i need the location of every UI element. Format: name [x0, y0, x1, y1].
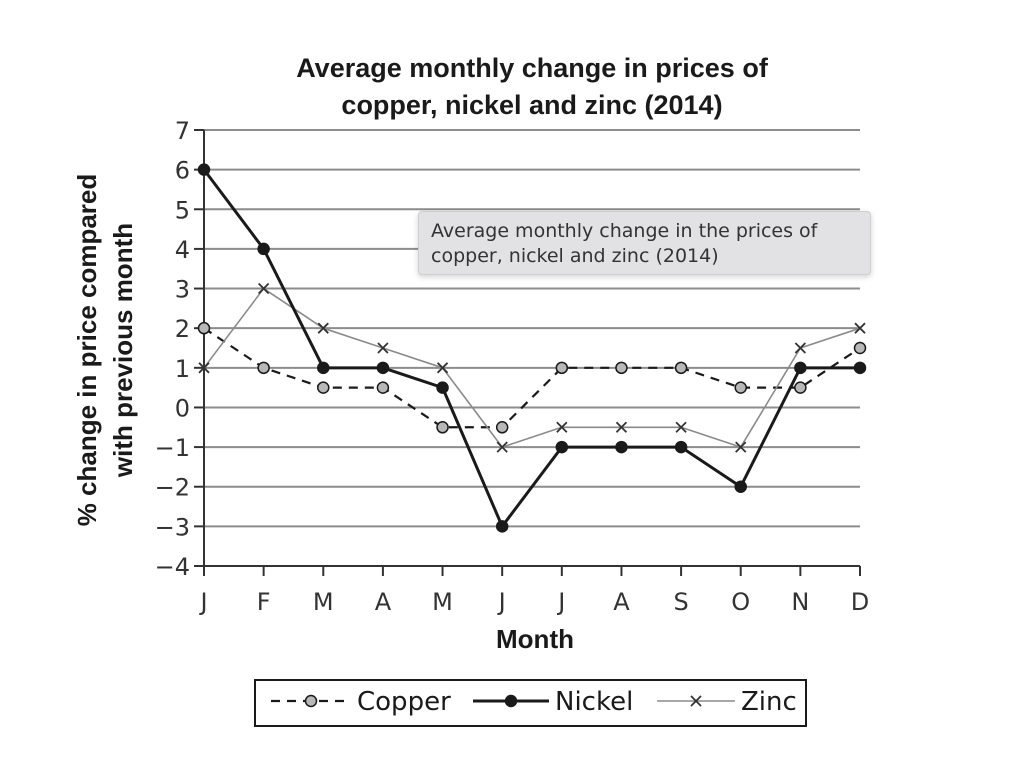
series-lines	[197, 163, 867, 533]
data-point-nickel	[853, 361, 867, 375]
data-point-zinc	[436, 362, 449, 374]
y-tick-label: 2	[175, 315, 190, 343]
data-point-copper	[615, 361, 628, 375]
y-tick-label: 1	[175, 355, 190, 383]
data-point-zinc	[317, 322, 329, 334]
data-point-copper	[197, 321, 211, 335]
legend-marker-copper	[304, 694, 318, 708]
y-axis-label-line-2: with previous month	[108, 223, 138, 478]
x-tick-label: A	[375, 588, 392, 616]
data-point-zinc	[615, 421, 628, 433]
y-tick-label: 6	[175, 157, 190, 185]
data-point-zinc	[735, 441, 747, 453]
chart-tooltip: Average monthly change in the prices of …	[418, 211, 871, 275]
data-point-copper	[674, 361, 688, 375]
legend-item-copper: Copper	[271, 687, 451, 717]
data-point-copper	[376, 381, 390, 394]
x-tick-label: M	[432, 588, 453, 616]
data-point-nickel	[197, 163, 211, 176]
data-point-zinc	[257, 282, 270, 295]
x-tick-label: M	[313, 588, 334, 616]
data-point-nickel	[495, 520, 509, 533]
data-point-copper	[257, 361, 270, 375]
y-tick-label: −1	[155, 434, 190, 462]
data-point-nickel	[257, 242, 270, 256]
y-tick-label: 7	[175, 117, 190, 145]
data-point-nickel	[317, 361, 330, 375]
x-tick-label: N	[791, 588, 809, 616]
data-point-zinc	[556, 421, 568, 433]
y-tick-label: 5	[175, 196, 190, 224]
series-nickel	[197, 163, 867, 533]
data-point-copper	[555, 361, 569, 375]
legend-box	[254, 679, 807, 727]
data-point-copper	[794, 381, 807, 394]
x-tick-label: S	[673, 588, 688, 616]
data-point-copper	[853, 341, 867, 355]
data-point-nickel	[734, 480, 747, 493]
chart-title-line-1: Average monthly change in prices of	[296, 53, 769, 83]
y-tick-label: −3	[155, 513, 190, 541]
tooltip-line-1: Average monthly change in the prices of	[431, 220, 818, 242]
legend: Copper Nickel Zinc	[254, 679, 807, 727]
chart-title: Average monthly change in prices of copp…	[296, 53, 769, 120]
y-tick-label: 3	[175, 276, 190, 304]
legend-label-copper: Copper	[357, 687, 451, 717]
data-point-copper	[734, 381, 747, 394]
x-tick-label: J	[198, 588, 207, 616]
data-point-copper	[495, 421, 509, 434]
data-point-copper	[317, 381, 330, 394]
y-tick-labels: 7 6 5 4 3 2 1 0 −1 −2 −3 −4	[155, 117, 190, 581]
data-point-copper	[436, 421, 449, 434]
data-point-zinc	[496, 441, 508, 453]
y-axis-label: % change in price compared with previous…	[72, 174, 138, 527]
x-tick-label: O	[731, 588, 750, 616]
x-tick-label: J	[497, 588, 506, 616]
data-point-zinc	[794, 342, 807, 354]
tooltip-line-2: copper, nickel and zinc (2014)	[431, 245, 719, 267]
x-tick-label: J	[556, 588, 565, 616]
x-tick-label: F	[257, 588, 271, 616]
series-line-nickel	[202, 168, 860, 528]
legend-label-zinc: Zinc	[741, 687, 797, 717]
data-point-zinc	[377, 342, 389, 354]
y-axis-label-line-1: % change in price compared	[72, 174, 102, 527]
legend-marker-nickel	[504, 694, 518, 708]
series-zinc	[198, 282, 866, 453]
legend-marker-zinc	[690, 695, 702, 707]
series-line-zinc	[203, 287, 861, 448]
data-point-nickel	[615, 440, 628, 454]
chart-title-line-2: copper, nickel and zinc (2014)	[341, 90, 722, 120]
y-tick-label: −2	[155, 474, 190, 502]
data-point-zinc	[198, 362, 210, 374]
data-point-nickel	[794, 361, 807, 375]
data-point-nickel	[436, 381, 449, 394]
x-tick-label: D	[851, 588, 869, 616]
legend-label-nickel: Nickel	[555, 687, 633, 717]
data-point-zinc	[854, 322, 866, 334]
y-tick-label: 0	[175, 394, 190, 422]
data-point-zinc	[675, 421, 687, 433]
axes	[194, 129, 861, 576]
x-axis-label: Month	[496, 624, 574, 654]
gridlines	[204, 129, 860, 567]
data-point-nickel	[376, 361, 390, 375]
y-tick-label: 4	[175, 236, 190, 264]
legend-item-zinc: Zinc	[657, 687, 797, 717]
data-point-nickel	[555, 440, 569, 454]
legend-item-nickel: Nickel	[473, 687, 633, 717]
x-tick-label: A	[613, 588, 630, 616]
data-point-nickel	[674, 440, 688, 454]
y-tick-label: −4	[155, 553, 190, 581]
series-copper	[197, 321, 867, 434]
